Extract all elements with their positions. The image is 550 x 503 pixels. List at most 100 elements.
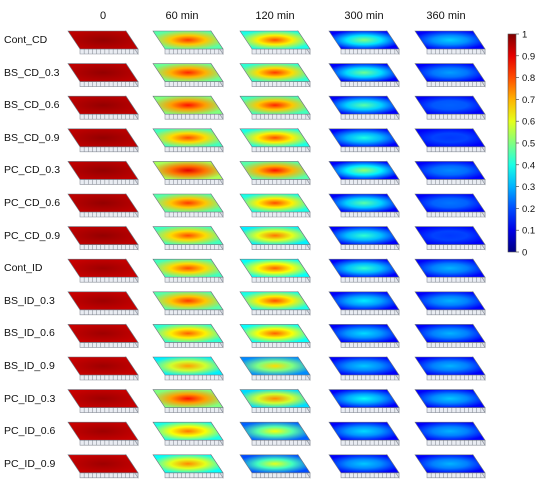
colorbar-tick-label: 0.1: [522, 226, 535, 237]
plate-surface: [152, 389, 224, 408]
plate-surface: [239, 30, 311, 50]
plate: [328, 30, 400, 55]
plate-surface: [328, 30, 400, 50]
plate-surface: [414, 291, 486, 311]
plate-surface: [67, 324, 139, 343]
colorbar-tick-label: 0.5: [522, 139, 535, 150]
plate: [328, 258, 400, 284]
plate: [67, 160, 139, 186]
plate-surface: [67, 226, 139, 245]
plate-surface: [152, 454, 224, 474]
plate: [67, 323, 139, 349]
row-label: PC_ID_0.6: [4, 425, 56, 438]
plate: [414, 62, 486, 88]
plate-surface: [414, 161, 486, 180]
row-label: PC_CD_0.3: [4, 164, 61, 177]
plate: [414, 453, 486, 479]
plate-surface: [67, 63, 139, 82]
plate: [67, 30, 139, 55]
plate-surface: [67, 421, 139, 441]
plate: [239, 127, 311, 153]
plate-surface: [414, 389, 486, 408]
colorbar-tick-label: 0.2: [522, 204, 535, 215]
plate: [152, 388, 224, 414]
plate-surface: [67, 161, 139, 180]
plate: [328, 95, 400, 121]
plate-surface: [152, 291, 224, 311]
plate-surface: [239, 128, 311, 148]
plate: [152, 258, 224, 284]
column-header: 300 min: [344, 10, 384, 22]
plate: [328, 193, 400, 218]
plate-surface: [67, 128, 139, 148]
plate-surface: [152, 324, 224, 343]
plate-surface: [152, 161, 224, 180]
plate: [67, 258, 139, 284]
plate: [414, 127, 486, 153]
row-label: BS_ID_0.6: [4, 327, 55, 340]
plate-surface: [328, 258, 400, 278]
plate: [328, 290, 400, 316]
plate: [328, 160, 400, 186]
plate-surface: [328, 356, 400, 376]
plate-surface: [152, 95, 224, 115]
row-label: BS_ID_0.3: [4, 294, 55, 307]
plate: [239, 30, 311, 55]
plate: [67, 225, 139, 251]
plate-surface: [414, 324, 486, 343]
colorbar-tick-label: 0.4: [522, 160, 535, 171]
row-label: Cont_CD: [4, 34, 48, 46]
plate: [239, 356, 311, 381]
plate-surface: [328, 226, 400, 245]
row-label: PC_ID_0.9: [4, 457, 56, 470]
plate-surface: [152, 258, 224, 278]
plate-surface: [328, 454, 400, 474]
plate-surface: [328, 161, 400, 180]
plate: [239, 160, 311, 186]
plate: [152, 225, 224, 251]
plate: [239, 258, 311, 284]
plate-surface: [414, 30, 486, 50]
plate: [414, 193, 486, 218]
column-header: 60 min: [165, 10, 199, 22]
plate-surface: [67, 193, 139, 213]
plate-surface: [67, 291, 139, 311]
plate-surface: [328, 421, 400, 441]
plate-surface: [414, 356, 486, 376]
plate: [152, 62, 224, 88]
plate-surface: [67, 454, 139, 474]
colorbar: 1 0.9 0.8 0.7 0.6 0.5 0.4 0.3 0.2 0.1 0: [507, 30, 535, 259]
colorbar-tick-label: 0.9: [522, 51, 535, 62]
plate: [67, 62, 139, 88]
plate-surface: [67, 389, 139, 408]
colorbar-tick-label: 0.3: [522, 182, 535, 193]
plate-surface: [328, 193, 400, 213]
plate-surface: [414, 421, 486, 441]
plate-surface: [152, 226, 224, 245]
plate: [414, 323, 486, 349]
plate-surface: [239, 63, 311, 82]
plate: [328, 225, 400, 251]
plate: [152, 356, 224, 381]
plate: [152, 290, 224, 316]
plate: [328, 388, 400, 414]
plate: [152, 30, 224, 55]
plate: [67, 388, 139, 414]
plate-surface: [328, 324, 400, 343]
plate: [239, 193, 311, 218]
colorbar-tick-label: 0: [522, 248, 527, 259]
row-label: PC_CD_0.6: [4, 197, 61, 209]
plate-surface: [239, 258, 311, 278]
plate: [239, 453, 311, 479]
plate-surface: [414, 454, 486, 474]
plate: [239, 95, 311, 121]
colorbar-tick-label: 1: [522, 30, 527, 41]
plate-surface: [414, 226, 486, 245]
plate: [152, 127, 224, 153]
plate: [414, 95, 486, 121]
plate: [239, 290, 311, 316]
plate: [414, 421, 486, 447]
plate-surface: [414, 128, 486, 148]
